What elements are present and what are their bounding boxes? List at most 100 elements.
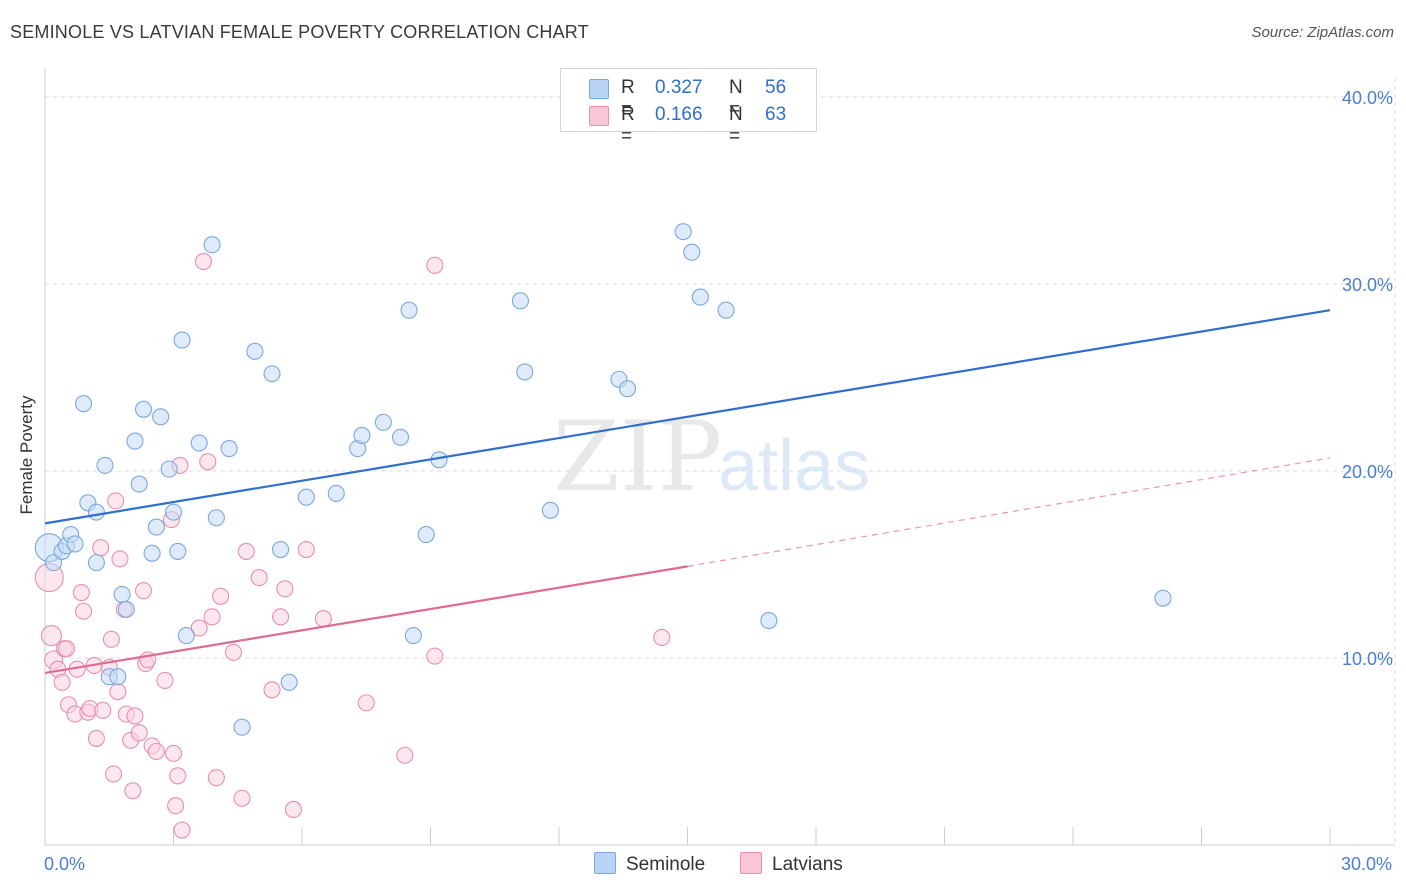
latvians-point (40, 625, 62, 647)
latvians-point (297, 540, 315, 559)
latvians-point (92, 539, 110, 557)
latvians-point (173, 821, 191, 839)
chart-title: SEMINOLE VS LATVIAN FEMALE POVERTY CORRE… (10, 22, 589, 42)
seminole-point (96, 456, 114, 474)
seminole-point (353, 426, 371, 445)
latvians-point (263, 681, 281, 699)
seminole-point (126, 432, 144, 450)
seminole-n-value: 56 (765, 77, 787, 98)
watermark: ZIP atlas (553, 401, 870, 513)
correlation-legend: R = 0.327 N = 56 R = 0.166 N = 63 (560, 68, 817, 147)
n-label: N = (729, 104, 743, 147)
seminole-point (516, 363, 534, 381)
latvians-point (134, 582, 153, 600)
seminole-point (134, 400, 153, 418)
seminole-point (760, 612, 778, 630)
seminole-point (717, 301, 735, 319)
seminole-point (1154, 589, 1172, 607)
latvians-point (203, 608, 221, 626)
seminole-legend-swatch (594, 852, 616, 874)
latvians-point (111, 550, 129, 568)
trend-lines (44, 309, 1331, 675)
r-label: R = (621, 77, 635, 120)
latvians-point (233, 789, 251, 807)
x-tick-label: 0.0% (44, 854, 85, 874)
seminole-point (87, 503, 105, 521)
seminole-points (34, 223, 1172, 736)
seminole-swatch (589, 79, 609, 99)
latvians-point (314, 610, 332, 628)
latvians-point (167, 797, 185, 815)
latvians-points (34, 253, 671, 839)
seminole-point (417, 526, 435, 544)
seminole-point (404, 627, 422, 645)
seminole-point (190, 434, 208, 452)
seminole-point (618, 380, 637, 398)
seminole-point (109, 668, 127, 686)
seminole-point (117, 600, 135, 618)
y-axis-label: Female Poverty (17, 395, 36, 515)
seminole-trend-line (44, 309, 1331, 525)
seminole-point (113, 585, 131, 603)
latvians-point (147, 742, 165, 761)
seminole-point (374, 413, 392, 431)
latvians-point (94, 701, 112, 719)
latvians-point (357, 694, 375, 712)
y-tick-label: 30.0% (1342, 275, 1393, 295)
seminole-point (75, 395, 93, 413)
seminole-point (674, 223, 692, 241)
latvians-point (396, 746, 414, 764)
seminole-point (327, 484, 345, 502)
latvians-point (169, 767, 187, 785)
seminole-point (152, 408, 170, 426)
watermark-zip: ZIP (553, 401, 722, 513)
seminole-point (391, 428, 410, 446)
latvians-n-value: 63 (765, 104, 787, 125)
seminole-r-value: 0.327 (655, 77, 703, 98)
y-tick-label: 10.0% (1342, 649, 1393, 669)
seminole-point (147, 518, 165, 536)
latvians-point (104, 765, 123, 783)
latvians-point (426, 647, 444, 665)
latvians-trend-line (44, 565, 688, 675)
latvians-point (53, 673, 71, 691)
latvians-legend-label: Latvians (772, 854, 843, 875)
latvians-point (124, 782, 142, 800)
seminole-point (246, 342, 264, 360)
latvians-point (250, 569, 268, 587)
seminole-point (263, 365, 281, 383)
r-label: R = (621, 104, 635, 147)
latvians-trend-extension (687, 457, 1331, 567)
seminole-point (280, 673, 298, 691)
seminole-point (203, 236, 221, 254)
watermark-atlas: atlas (718, 426, 870, 506)
latvians-point (190, 619, 208, 637)
latvians-point (75, 602, 93, 620)
axes (44, 68, 1395, 846)
source-label: Source: ZipAtlas.com (1251, 24, 1394, 41)
latvians-r-value: 0.166 (655, 104, 703, 125)
latvians-point (653, 628, 671, 646)
latvians-point (57, 640, 75, 658)
latvians-point (102, 630, 120, 648)
seminole-point (169, 542, 187, 560)
seminole-point (130, 475, 148, 493)
seminole-point (691, 288, 709, 306)
seminole-point (541, 501, 559, 519)
latvians-point (212, 587, 230, 605)
seminole-point (173, 331, 191, 349)
bottom-legend-latvians: Latvians (740, 852, 843, 876)
bottom-legend-seminole: Seminole (594, 852, 705, 876)
seminole-point (233, 718, 251, 736)
latvians-point (224, 643, 243, 661)
latvians-legend-swatch (740, 852, 762, 874)
seminole-legend-label: Seminole (626, 854, 706, 875)
seminole-point (220, 440, 238, 458)
tick-labels: 10.0% 20.0% 30.0% 40.0% 0.0% 30.0% (44, 88, 1393, 874)
seminole-point (272, 540, 290, 559)
y-tick-label: 40.0% (1342, 88, 1393, 108)
latvians-point (126, 707, 144, 725)
latvians-point (272, 608, 290, 626)
seminole-point (400, 301, 418, 319)
